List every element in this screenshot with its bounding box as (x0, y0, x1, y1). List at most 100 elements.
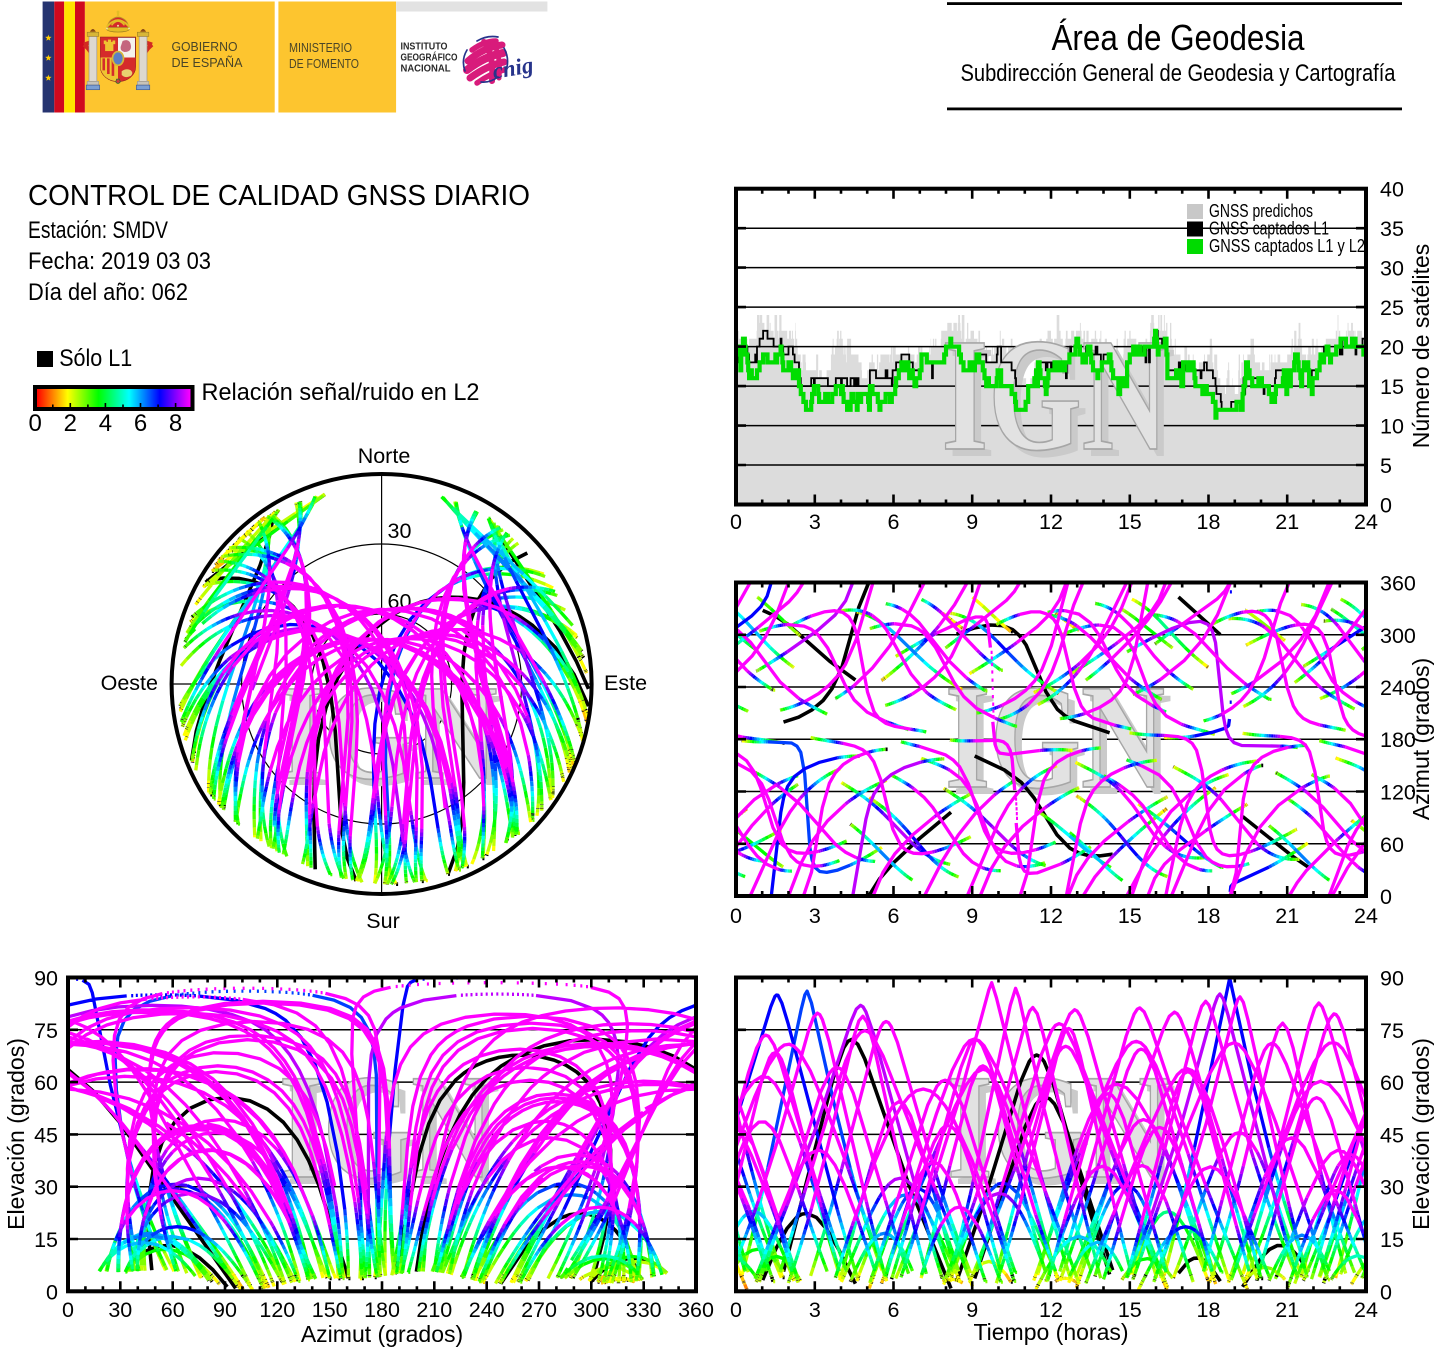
svg-text:Azimut (grados): Azimut (grados) (1408, 658, 1434, 820)
svg-text:300: 300 (1380, 624, 1416, 648)
svg-text:0: 0 (62, 1298, 74, 1322)
svg-text:20: 20 (1380, 336, 1404, 360)
svg-text:3: 3 (809, 1298, 821, 1322)
svg-text:210: 210 (416, 1298, 452, 1322)
svg-text:6: 6 (888, 510, 900, 534)
svg-text:90: 90 (1380, 967, 1404, 991)
svg-text:MINISTERIO: MINISTERIO (289, 41, 352, 55)
svg-text:21: 21 (1275, 904, 1299, 928)
svg-text:Elevación (grados): Elevación (grados) (1408, 1038, 1434, 1230)
svg-text:DE ESPAÑA: DE ESPAÑA (172, 56, 244, 70)
svg-text:0: 0 (730, 904, 742, 928)
svg-text:15: 15 (1118, 1298, 1142, 1322)
svg-text:30: 30 (34, 1176, 58, 1200)
svg-text:3: 3 (809, 510, 821, 534)
svg-text:120: 120 (1380, 781, 1416, 805)
svg-text:Día del año: 062: Día del año: 062 (28, 279, 188, 306)
svg-text:0: 0 (730, 510, 742, 534)
svg-text:75: 75 (34, 1019, 58, 1043)
svg-text:35: 35 (1380, 217, 1404, 241)
svg-text:15: 15 (1380, 1228, 1404, 1252)
svg-text:6: 6 (888, 904, 900, 928)
svg-text:15: 15 (1118, 510, 1142, 534)
svg-text:12: 12 (1039, 510, 1063, 534)
svg-text:25: 25 (1380, 296, 1404, 320)
svg-text:360: 360 (678, 1298, 714, 1322)
svg-text:DE FOMENTO: DE FOMENTO (289, 57, 359, 71)
svg-text:Subdirección General de Geodes: Subdirección General de Geodesia y Carto… (961, 60, 1397, 87)
svg-text:180: 180 (364, 1298, 400, 1322)
svg-text:30: 30 (1380, 257, 1404, 281)
svg-text:Oeste: Oeste (101, 671, 158, 695)
svg-text:Elevación (grados): Elevación (grados) (3, 1038, 29, 1230)
svg-text:0: 0 (1380, 494, 1392, 518)
svg-text:12: 12 (1039, 904, 1063, 928)
svg-text:24: 24 (1354, 1298, 1378, 1322)
svg-text:60: 60 (1380, 833, 1404, 857)
svg-text:8: 8 (169, 410, 182, 437)
svg-text:Área de Geodesia: Área de Geodesia (1052, 17, 1306, 58)
svg-text:40: 40 (1380, 178, 1404, 202)
svg-text:0: 0 (1380, 885, 1392, 909)
svg-text:4: 4 (99, 410, 112, 437)
svg-text:18: 18 (1197, 1298, 1221, 1322)
svg-text:24: 24 (1354, 904, 1378, 928)
svg-text:10: 10 (1380, 415, 1404, 439)
svg-text:Sur: Sur (366, 909, 399, 933)
svg-text:Este: Este (604, 671, 647, 695)
svg-text:18: 18 (1197, 904, 1221, 928)
svg-text:360: 360 (1380, 572, 1416, 596)
svg-text:60: 60 (34, 1071, 58, 1095)
svg-text:30: 30 (388, 519, 412, 543)
svg-text:Azimut (grados): Azimut (grados) (301, 1321, 463, 1347)
svg-text:GNSS captados L1 y L2: GNSS captados L1 y L2 (1209, 236, 1365, 256)
svg-text:150: 150 (312, 1298, 348, 1322)
svg-text:9: 9 (966, 510, 978, 534)
svg-text:60: 60 (1380, 1071, 1404, 1095)
svg-text:21: 21 (1275, 1298, 1299, 1322)
svg-text:Número de satélites: Número de satélites (1408, 244, 1434, 449)
svg-text:18: 18 (1197, 510, 1221, 534)
svg-text:300: 300 (573, 1298, 609, 1322)
svg-text:NACIONAL: NACIONAL (401, 63, 452, 75)
svg-text:15: 15 (34, 1228, 58, 1252)
svg-text:90: 90 (34, 967, 58, 991)
svg-text:3: 3 (809, 904, 821, 928)
svg-text:Sólo L1: Sólo L1 (59, 345, 132, 372)
svg-text:0: 0 (29, 410, 42, 437)
svg-text:2: 2 (64, 410, 77, 437)
svg-text:5: 5 (1380, 454, 1392, 478)
svg-text:240: 240 (469, 1298, 505, 1322)
svg-text:CONTROL DE CALIDAD GNSS DIARIO: CONTROL DE CALIDAD GNSS DIARIO (28, 180, 530, 212)
svg-text:60: 60 (161, 1298, 185, 1322)
svg-text:Relación señal/ruido en L2: Relación señal/ruido en L2 (202, 379, 480, 406)
svg-text:GOBIERNO: GOBIERNO (172, 40, 238, 54)
svg-text:90: 90 (213, 1298, 237, 1322)
svg-text:Fecha: 2019 03 03: Fecha: 2019 03 03 (28, 248, 211, 275)
svg-text:IGN: IGN (949, 313, 1176, 492)
svg-text:9: 9 (966, 904, 978, 928)
svg-text:0: 0 (1380, 1280, 1392, 1304)
svg-text:9: 9 (966, 1298, 978, 1322)
svg-text:Norte: Norte (358, 444, 411, 468)
svg-text:6: 6 (888, 1298, 900, 1322)
svg-text:24: 24 (1354, 510, 1378, 534)
svg-text:15: 15 (1118, 904, 1142, 928)
svg-text:GEOGRÁFICO: GEOGRÁFICO (401, 51, 458, 64)
svg-text:180: 180 (1380, 728, 1416, 752)
svg-text:6: 6 (134, 410, 147, 437)
svg-text:Estación: SMDV: Estación: SMDV (28, 217, 169, 244)
svg-text:330: 330 (626, 1298, 662, 1322)
svg-text:0: 0 (730, 1298, 742, 1322)
svg-text:45: 45 (34, 1123, 58, 1147)
svg-text:12: 12 (1039, 1298, 1063, 1322)
svg-text:15: 15 (1380, 375, 1404, 399)
svg-text:GNSS captados L1: GNSS captados L1 (1209, 219, 1329, 239)
svg-text:INSTITUTO: INSTITUTO (401, 41, 448, 53)
svg-text:270: 270 (521, 1298, 557, 1322)
svg-text:30: 30 (1380, 1176, 1404, 1200)
svg-text:240: 240 (1380, 676, 1416, 700)
svg-text:0: 0 (46, 1280, 58, 1304)
svg-text:Tiempo (horas): Tiempo (horas) (973, 1319, 1128, 1345)
svg-text:75: 75 (1380, 1019, 1404, 1043)
